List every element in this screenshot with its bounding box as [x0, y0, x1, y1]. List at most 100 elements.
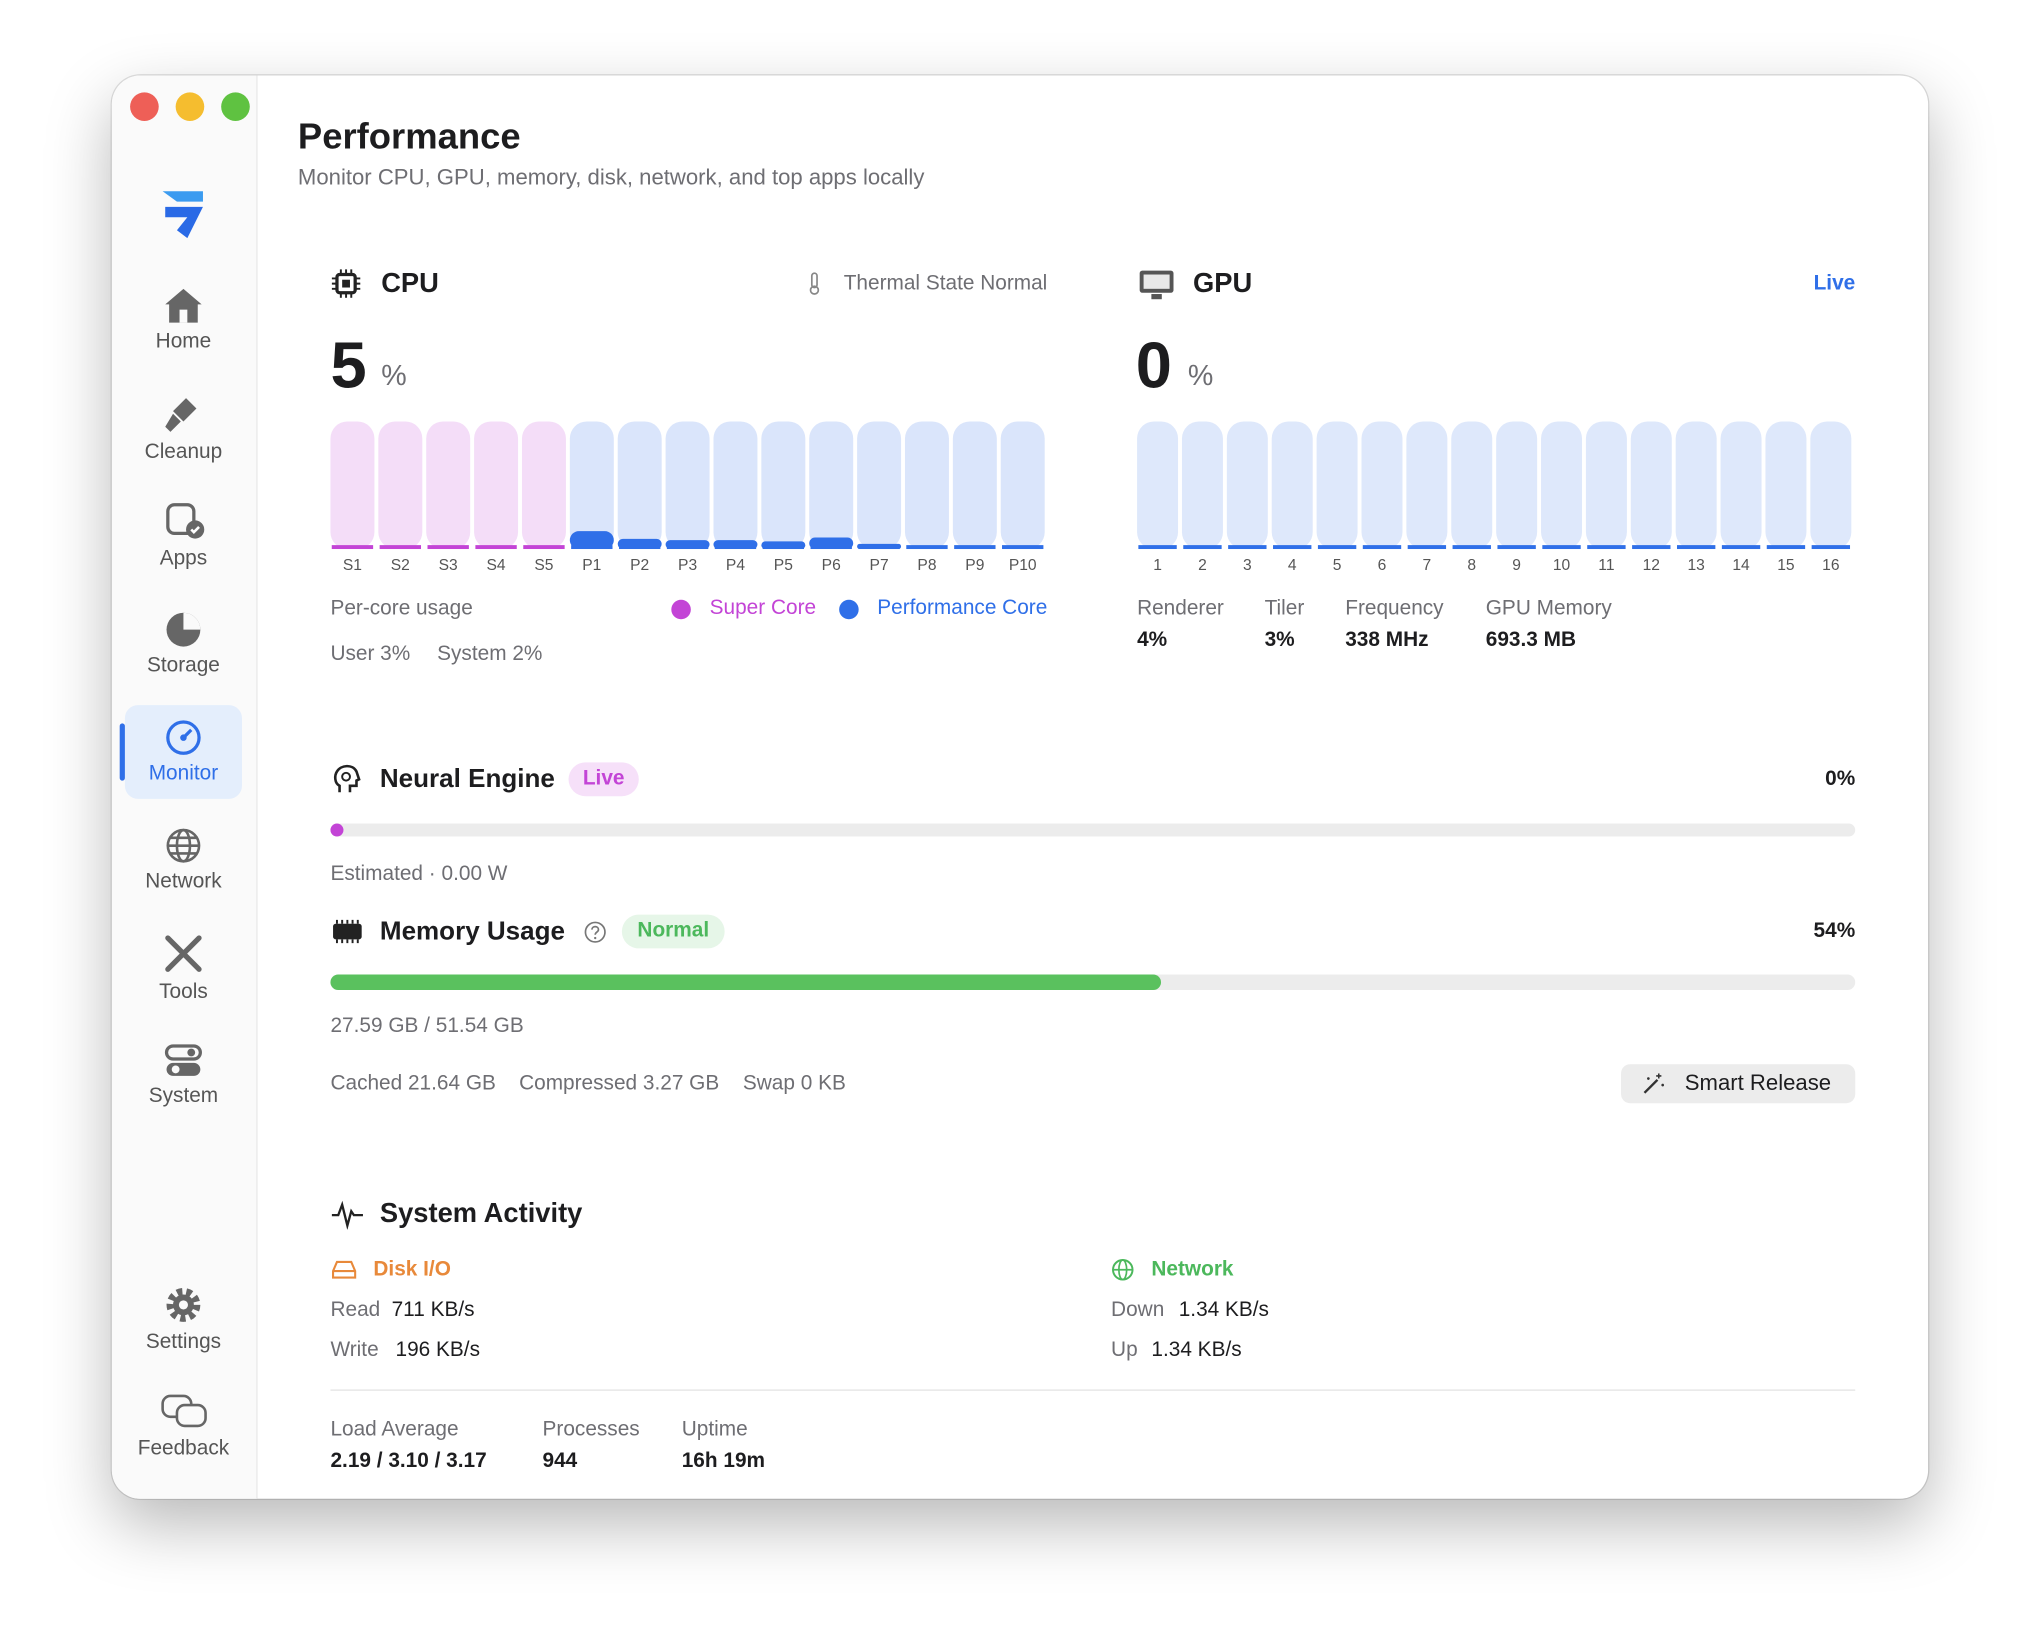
core-track [474, 421, 519, 550]
core-baseline [1002, 545, 1044, 550]
nav-item[interactable]: Network [145, 870, 222, 893]
divider [330, 1389, 1856, 1391]
core-bar [761, 541, 806, 550]
core-label: 6 [1378, 557, 1387, 574]
memory-detail: Cached 21.64 GB [330, 1072, 496, 1095]
core-label: P4 [726, 557, 745, 574]
nav-item[interactable]: Feedback [137, 1437, 230, 1460]
core-track [426, 421, 471, 550]
home-icon [165, 288, 202, 323]
gpu-title: GPU [1193, 268, 1253, 299]
feedback-icon [161, 1394, 207, 1428]
core-label: S4 [487, 557, 506, 574]
smart-release-button[interactable]: Smart Release [1621, 1064, 1856, 1104]
thermal-state: Thermal State Normal [843, 272, 1048, 295]
core-track [809, 421, 854, 550]
wand-icon [1643, 1073, 1664, 1094]
network-title: Network [1151, 1258, 1234, 1281]
nav-item[interactable]: Apps [159, 547, 208, 570]
legend-label: Super Core [709, 597, 817, 620]
core-track [1271, 421, 1313, 550]
nav-item[interactable]: Settings [145, 1330, 222, 1354]
core-track [713, 421, 758, 550]
core-label: S1 [343, 557, 362, 574]
core-label: S2 [391, 557, 410, 574]
core-baseline [1273, 545, 1312, 550]
disk-title: Disk I/O [373, 1258, 451, 1281]
page-subtitle: Monitor CPU, GPU, memory, disk, network,… [297, 164, 925, 190]
network-icon [166, 828, 201, 863]
core-track [1675, 421, 1717, 550]
core-baseline [906, 545, 948, 550]
zoom-button[interactable] [221, 92, 250, 121]
core-baseline [1766, 545, 1806, 550]
gpu-stat-label: Tiler [1264, 597, 1305, 620]
core-baseline [379, 545, 422, 550]
thermometer-icon [809, 272, 820, 295]
apps-icon [166, 503, 205, 539]
minimize-button[interactable] [175, 92, 205, 121]
gpu-stat-value: 693.3 MB [1485, 628, 1576, 652]
nav-item[interactable]: Storage [146, 654, 220, 677]
core-track [378, 421, 423, 550]
cpu-unit: % [381, 358, 407, 392]
core-label: P10 [1009, 557, 1037, 574]
system-stat-value: 944 [542, 1449, 578, 1472]
core-track [1585, 421, 1627, 550]
memory-badge: Normal [621, 914, 725, 949]
nav-item[interactable]: Cleanup [144, 441, 223, 464]
core-baseline [1317, 545, 1357, 550]
nav-item[interactable]: Tools [159, 980, 208, 1004]
help-icon[interactable] [584, 921, 606, 943]
legend-item: Super Core [671, 597, 817, 620]
memory-detail: Swap 0 KB [742, 1072, 846, 1095]
nav-item[interactable]: Monitor [148, 762, 219, 785]
close-button[interactable] [130, 92, 159, 121]
core-track [1451, 421, 1493, 550]
gpu-status: Live [1813, 272, 1856, 295]
core-track [1630, 421, 1672, 550]
core-track [1137, 421, 1179, 550]
core-bar [569, 531, 614, 550]
core-baseline [1497, 545, 1536, 550]
core-track [1000, 421, 1045, 550]
cpu-icon [331, 269, 361, 298]
core-bar [713, 540, 758, 550]
core-label: 11 [1598, 557, 1614, 574]
core-track [1541, 421, 1583, 550]
nav-item[interactable]: Home [155, 330, 212, 353]
core-label: 12 [1643, 557, 1660, 574]
core-track [1316, 421, 1358, 550]
core-label: 9 [1512, 557, 1521, 574]
core-track [569, 421, 614, 550]
core-label: P9 [965, 557, 984, 574]
core-label: 4 [1288, 557, 1297, 574]
network-small-icon [1112, 1259, 1134, 1281]
neural-icon [333, 764, 361, 793]
core-label: S5 [534, 557, 553, 574]
system-stat-value: 2.19 / 3.10 / 3.17 [330, 1449, 487, 1472]
core-label: P1 [582, 557, 601, 574]
system-stat-label: Load Average [330, 1418, 459, 1441]
core-label: P5 [774, 557, 793, 574]
core-track [761, 421, 806, 550]
gpu-icon [1139, 270, 1174, 300]
core-baseline [1587, 545, 1626, 550]
legend-label: Performance Core [877, 597, 1048, 620]
core-bar [809, 537, 854, 550]
cleanup-icon [165, 398, 197, 432]
neural-badge: Live [568, 762, 639, 797]
disk-read: 711 KB/s [391, 1298, 475, 1322]
core-track [1810, 421, 1852, 550]
disk-icon [332, 1260, 357, 1279]
legend-dot [839, 599, 860, 619]
gpu-value: 0 [1135, 329, 1172, 403]
gpu-stat-label: Renderer [1137, 597, 1224, 620]
core-baseline [1407, 545, 1447, 550]
nav-item[interactable]: System [148, 1085, 219, 1108]
activity-title: System Activity [379, 1198, 583, 1229]
core-baseline [954, 545, 996, 550]
core-baseline [523, 545, 565, 550]
